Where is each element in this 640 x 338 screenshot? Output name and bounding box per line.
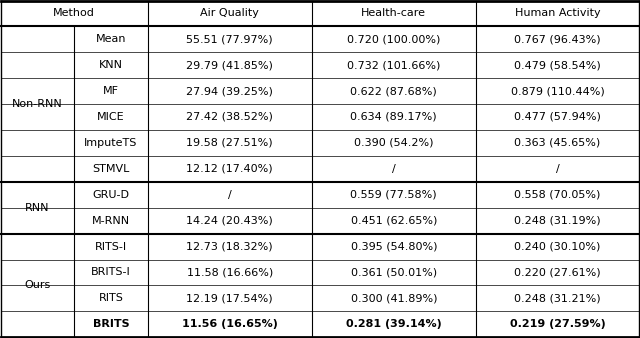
Text: GRU-D: GRU-D (92, 190, 129, 200)
Text: 11.56 (16.65%): 11.56 (16.65%) (182, 319, 278, 329)
Text: 0.451 (62.65%): 0.451 (62.65%) (351, 216, 437, 226)
Text: 0.395 (54.80%): 0.395 (54.80%) (351, 242, 437, 251)
Text: 0.248 (31.21%): 0.248 (31.21%) (515, 293, 601, 304)
Text: 0.879 (110.44%): 0.879 (110.44%) (511, 86, 604, 96)
Text: 55.51 (77.97%): 55.51 (77.97%) (186, 34, 273, 44)
Text: RITS-I: RITS-I (95, 242, 127, 251)
Text: 0.281 (39.14%): 0.281 (39.14%) (346, 319, 442, 329)
Text: 12.73 (18.32%): 12.73 (18.32%) (186, 242, 273, 251)
Text: Air Quality: Air Quality (200, 8, 259, 19)
Text: 0.767 (96.43%): 0.767 (96.43%) (515, 34, 601, 44)
Text: MICE: MICE (97, 112, 125, 122)
Text: Non-RNN: Non-RNN (12, 99, 63, 109)
Text: KNN: KNN (99, 60, 123, 70)
Text: 0.479 (58.54%): 0.479 (58.54%) (514, 60, 601, 70)
Text: 0.240 (30.10%): 0.240 (30.10%) (515, 242, 601, 251)
Text: MF: MF (103, 86, 119, 96)
Text: Mean: Mean (95, 34, 126, 44)
Text: ImputeTS: ImputeTS (84, 138, 138, 148)
Text: 27.42 (38.52%): 27.42 (38.52%) (186, 112, 273, 122)
Text: 0.558 (70.05%): 0.558 (70.05%) (515, 190, 601, 200)
Text: 0.219 (27.59%): 0.219 (27.59%) (509, 319, 605, 329)
Text: RITS: RITS (99, 293, 124, 304)
Text: Human Activity: Human Activity (515, 8, 600, 19)
Text: 11.58 (16.66%): 11.58 (16.66%) (186, 267, 273, 277)
Text: 12.19 (17.54%): 12.19 (17.54%) (186, 293, 273, 304)
Text: 0.477 (57.94%): 0.477 (57.94%) (514, 112, 601, 122)
Text: /: / (556, 164, 559, 174)
Text: 29.79 (41.85%): 29.79 (41.85%) (186, 60, 273, 70)
Text: BRITS: BRITS (93, 319, 129, 329)
Text: 0.363 (45.65%): 0.363 (45.65%) (515, 138, 601, 148)
Text: 0.300 (41.89%): 0.300 (41.89%) (351, 293, 437, 304)
Text: 0.732 (101.66%): 0.732 (101.66%) (347, 60, 440, 70)
Text: 0.634 (89.17%): 0.634 (89.17%) (351, 112, 437, 122)
Text: /: / (392, 164, 396, 174)
Text: 0.720 (100.00%): 0.720 (100.00%) (347, 34, 440, 44)
Text: RNN: RNN (25, 203, 50, 213)
Text: 27.94 (39.25%): 27.94 (39.25%) (186, 86, 273, 96)
Text: 0.361 (50.01%): 0.361 (50.01%) (351, 267, 437, 277)
Text: Health-care: Health-care (361, 8, 426, 19)
Text: 19.58 (27.51%): 19.58 (27.51%) (186, 138, 273, 148)
Text: BRITS-I: BRITS-I (91, 267, 131, 277)
Text: /: / (228, 190, 232, 200)
Text: 0.622 (87.68%): 0.622 (87.68%) (350, 86, 437, 96)
Text: 0.220 (27.61%): 0.220 (27.61%) (515, 267, 601, 277)
Text: 0.390 (54.2%): 0.390 (54.2%) (354, 138, 433, 148)
Text: Ours: Ours (24, 281, 51, 290)
Text: 0.248 (31.19%): 0.248 (31.19%) (515, 216, 601, 226)
Text: M-RNN: M-RNN (92, 216, 130, 226)
Text: STMVL: STMVL (92, 164, 129, 174)
Text: 14.24 (20.43%): 14.24 (20.43%) (186, 216, 273, 226)
Text: 0.559 (77.58%): 0.559 (77.58%) (351, 190, 437, 200)
Text: 12.12 (17.40%): 12.12 (17.40%) (186, 164, 273, 174)
Text: Method: Method (53, 8, 95, 19)
